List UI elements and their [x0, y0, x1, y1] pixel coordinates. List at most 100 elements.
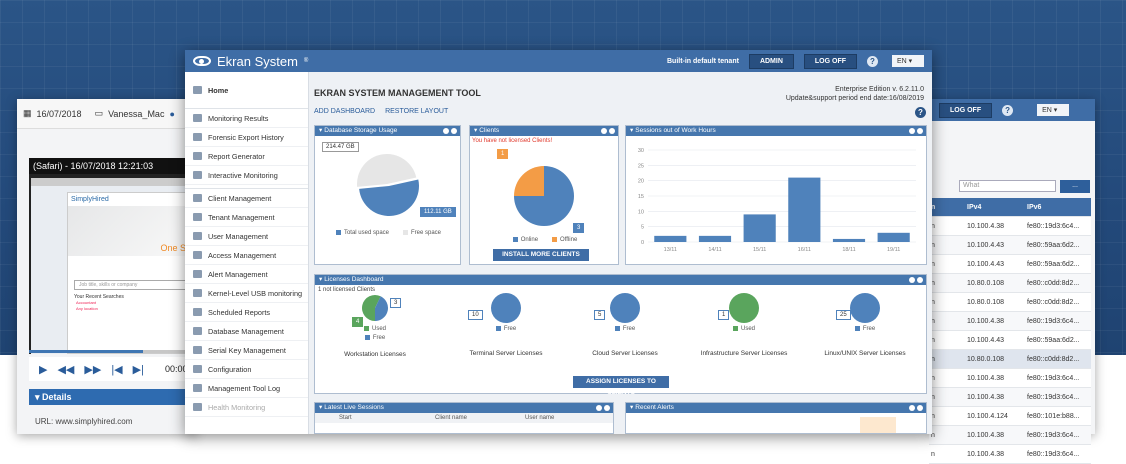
bar-15-11[interactable] — [743, 214, 776, 242]
column-header[interactable]: n — [931, 203, 936, 211]
close-icon[interactable] — [917, 128, 923, 134]
panel-header[interactable]: ▾ Database Storage Usage — [315, 126, 460, 136]
column-header[interactable]: Start — [339, 415, 352, 421]
skip-end-icon[interactable]: ▶| — [132, 363, 144, 376]
close-icon[interactable] — [451, 128, 457, 134]
table-cell: n — [931, 412, 935, 420]
sidebar-item[interactable]: User Management — [185, 227, 308, 246]
license-used-count: 1 — [718, 310, 730, 320]
table-cell: n — [931, 374, 935, 382]
help-icon[interactable]: ? — [1002, 104, 1014, 116]
menu-icon — [193, 171, 202, 179]
menu-icon — [193, 194, 202, 202]
bar-16-11[interactable] — [788, 177, 821, 242]
sidebar-item[interactable]: Alert Management — [185, 265, 308, 284]
x-tick-label: 14/11 — [708, 247, 721, 253]
license-name: Terminal Server Licenses — [469, 350, 543, 358]
settings-icon[interactable] — [601, 128, 607, 134]
table-row[interactable]: n 10.100.4.38 fe80::19d3:6c4... — [929, 426, 1091, 445]
sidebar-item[interactable]: Configuration — [185, 360, 308, 379]
column-header[interactable]: IPv6 — [1027, 203, 1042, 211]
clients-search-input[interactable]: What — [959, 180, 1056, 192]
table-row[interactable]: n 10.100.4.43 fe80::59aa:6d2... — [929, 236, 1091, 255]
table-row[interactable]: n 10.80.0.108 fe80::c0dd:8d2... — [929, 274, 1091, 293]
restore-layout-link[interactable]: RESTORE LAYOUT — [385, 108, 449, 115]
settings-icon[interactable] — [909, 128, 915, 134]
bar-19-11[interactable] — [877, 232, 910, 242]
install-more-clients-button[interactable]: INSTALL MORE CLIENTS — [493, 249, 589, 261]
not-licensed-count: 1 not licensed Clients — [318, 287, 376, 293]
sidebar-item[interactable]: Serial Key Management — [185, 341, 308, 360]
fast-forward-icon[interactable]: ▶▶ — [84, 363, 102, 376]
sidebar-item[interactable]: Kernel-Level USB monitoring — [185, 284, 308, 303]
bar-14-11[interactable] — [698, 235, 732, 242]
close-icon[interactable] — [917, 277, 923, 283]
skip-start-icon[interactable]: |◀ — [111, 363, 123, 376]
table-row[interactable]: n 10.100.4.124 fe80::101e:b88... — [929, 407, 1091, 426]
close-icon[interactable] — [917, 405, 923, 411]
panel-header[interactable]: ▾ Latest Live Sessions — [315, 403, 613, 413]
bar-18-11[interactable] — [832, 238, 866, 242]
table-row[interactable]: n 10.100.4.38 fe80::19d3:6c4... — [929, 388, 1091, 407]
logoff-button[interactable]: LOG OFF — [939, 102, 993, 118]
help-icon[interactable]: ? — [915, 107, 926, 118]
table-cell: fe80::59aa:6d2... — [1027, 336, 1080, 344]
panel-header[interactable]: ▾ Recent Alerts — [626, 403, 926, 413]
x-tick-label: 15/11 — [753, 247, 766, 253]
menu-icon — [193, 403, 202, 411]
assign-licenses-button[interactable]: ASSIGN LICENSES TO CLIENTS — [573, 376, 669, 396]
rewind-icon[interactable]: ◀◀ — [57, 363, 75, 376]
sidebar-item[interactable]: Management Tool Log — [185, 379, 308, 398]
close-icon[interactable] — [604, 405, 610, 411]
language-select[interactable]: EN ▾ — [892, 55, 924, 67]
sidebar-item[interactable]: Forensic Export History — [185, 128, 308, 147]
table-row[interactable]: n 10.100.4.38 fe80::19d3:6c4... — [929, 217, 1091, 236]
menu-icon — [193, 133, 202, 141]
sidebar-item[interactable]: Database Management — [185, 322, 308, 341]
table-row[interactable]: n 10.80.0.108 fe80::c0dd:8d2... — [929, 350, 1091, 369]
close-icon[interactable] — [609, 128, 615, 134]
table-row[interactable]: n 10.100.4.38 fe80::19d3:6c4... — [929, 445, 1091, 464]
help-icon[interactable]: ? — [867, 55, 878, 67]
settings-icon[interactable] — [443, 128, 449, 134]
panel-header[interactable]: ▾ Clients — [470, 126, 618, 136]
bar-13-11[interactable] — [654, 235, 687, 242]
session-user: Vanessa_Mac — [108, 108, 165, 119]
clients-window: LOG OFF ? EN ▾ What ... n IPv4 IPv6 n 10.… — [929, 99, 1095, 464]
sidebar-item[interactable]: Interactive Monitoring — [185, 166, 308, 185]
column-header[interactable]: Client name — [435, 415, 468, 421]
panel-header[interactable]: ▾ Sessions out of Work Hours — [626, 126, 926, 136]
table-row[interactable]: n 10.80.0.108 fe80::c0dd:8d2... — [929, 293, 1091, 312]
table-row[interactable]: n 10.100.4.38 fe80::19d3:6c4... — [929, 369, 1091, 388]
settings-icon[interactable] — [909, 277, 915, 283]
site-logo: SimplyHired — [71, 196, 109, 203]
column-header[interactable]: IPv4 — [967, 203, 982, 211]
table-row[interactable]: n 10.100.4.38 fe80::19d3:6c4... — [929, 312, 1091, 331]
play-icon[interactable]: ▶ — [39, 363, 48, 376]
panel-header[interactable]: ▾ Licenses Dashboard — [315, 275, 926, 285]
settings-icon[interactable] — [909, 405, 915, 411]
clients-search-button[interactable]: ... — [1060, 180, 1090, 193]
language-select[interactable]: EN ▾ — [1037, 104, 1070, 116]
session-player-window: ▦ 16/07/2018 ▭ Vanessa_Mac ● (Safari) - … — [17, 99, 197, 434]
table-cell: n — [931, 450, 935, 458]
sidebar-item[interactable]: Client Management — [185, 189, 308, 208]
logoff-button[interactable]: LOG OFF — [803, 53, 857, 69]
table-row[interactable]: n 10.100.4.43 fe80::59aa:6d2... — [929, 255, 1091, 274]
playback-progress[interactable] — [29, 350, 197, 353]
sidebar-item[interactable]: Health Monitoring — [185, 398, 308, 417]
table-row[interactable]: n 10.100.4.43 fe80::59aa:6d2... — [929, 331, 1091, 350]
sidebar-item[interactable]: Tenant Management — [185, 208, 308, 227]
details-section[interactable]: ▾ Details — [29, 389, 197, 405]
sidebar-item[interactable]: Scheduled Reports — [185, 303, 308, 322]
column-header[interactable]: User name — [525, 415, 555, 421]
license-workstation: Used Free Workstation Licenses — [320, 293, 430, 358]
table-cell: n — [931, 355, 935, 363]
add-dashboard-link[interactable]: ADD DASHBOARD — [314, 108, 376, 115]
sidebar-item[interactable]: Monitoring Results — [185, 109, 308, 128]
sidebar-item[interactable]: Access Management — [185, 246, 308, 265]
admin-button[interactable]: ADMIN — [748, 53, 794, 69]
sidebar-item-home[interactable]: Home — [185, 72, 308, 109]
sidebar-item[interactable]: Report Generator — [185, 147, 308, 166]
settings-icon[interactable] — [596, 405, 602, 411]
